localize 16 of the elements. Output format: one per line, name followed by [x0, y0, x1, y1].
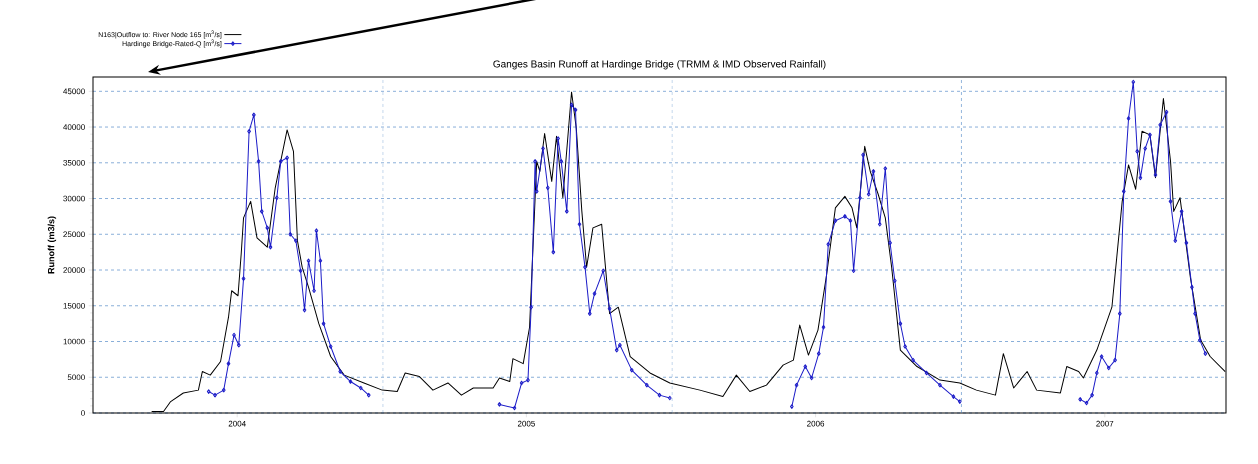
chart-title: Ganges Basin Runoff at Hardinge Bridge (TRMM & IMD Observed Rainfall) [493, 60, 826, 70]
y-axis-title: Runoff (m3/s) [47, 216, 57, 274]
y-tick-label: 35000 [63, 159, 85, 166]
y-tick-label: 25000 [63, 231, 85, 238]
y-tick-label: 0 [81, 410, 85, 416]
x-tick-label: 2007 [1096, 420, 1114, 427]
y-tick-label: 45000 [63, 88, 85, 95]
y-tick-label: 5000 [67, 374, 85, 381]
x-tick-label: 2006 [807, 420, 825, 427]
y-tick-label: 40000 [63, 124, 85, 130]
x-tick-label: 2005 [517, 420, 535, 427]
y-tick-label: 30000 [63, 195, 85, 202]
x-tick-label: 2004 [228, 420, 246, 427]
y-tick-label: 10000 [63, 338, 85, 345]
y-tick-label: 20000 [63, 267, 85, 273]
y-tick-label: 15000 [63, 302, 85, 309]
